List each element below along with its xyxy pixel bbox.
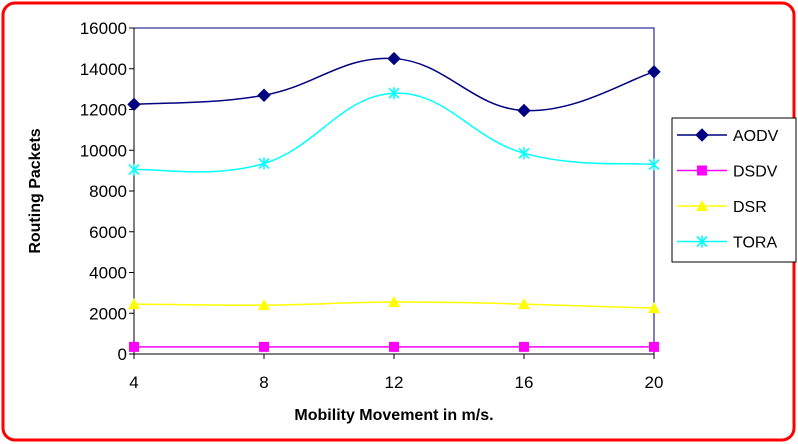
data-point-aodv (647, 65, 661, 79)
data-point-dsdv (129, 341, 139, 352)
y-tick-label: 6000 (89, 223, 127, 242)
series-dsr (128, 296, 660, 314)
legend-marker-tora (696, 235, 708, 248)
data-point-tora (648, 158, 660, 171)
data-point-tora (388, 87, 400, 100)
data-point-tora (258, 157, 270, 170)
y-tick-label: 14000 (80, 60, 127, 79)
legend-label-dsdv: DSDV (733, 164, 778, 181)
data-point-dsdv (259, 341, 269, 352)
x-axis-ticks: 4 8 12 16 20 (129, 354, 663, 392)
legend-item-tora: TORA (677, 235, 777, 252)
series-aodv (127, 51, 661, 118)
x-tick-label: 8 (259, 373, 268, 392)
data-point-aodv (127, 97, 141, 112)
x-tick-label: 4 (129, 373, 138, 392)
legend-item-dsr: DSR (677, 199, 767, 216)
data-point-dsr (128, 298, 140, 310)
data-point-dsr (388, 296, 400, 308)
legend-item-aodv: AODV (677, 128, 779, 145)
legend-label-tora: TORA (733, 235, 777, 252)
data-point-dsdv (519, 341, 529, 352)
legend-marker-aodv (695, 128, 709, 142)
y-tick-label: 4000 (89, 264, 127, 283)
legend-item-dsdv: DSDV (677, 164, 778, 181)
data-point-tora (128, 163, 140, 176)
legend-label-dsr: DSR (733, 199, 767, 216)
data-point-aodv (387, 51, 401, 66)
series-tora (128, 87, 660, 176)
y-tick-label: 16000 (80, 19, 127, 38)
legend-box (671, 117, 797, 263)
data-point-dsr (258, 299, 270, 311)
series-dsdv (129, 341, 659, 352)
y-tick-label: 8000 (89, 182, 127, 201)
data-point-aodv (517, 103, 531, 118)
y-axis-label: Routing Packets (27, 128, 44, 253)
data-point-dsr (518, 298, 530, 310)
data-point-aodv (257, 88, 271, 102)
legend-label-aodv: AODV (733, 128, 779, 145)
series-layer (127, 51, 661, 352)
x-tick-label: 12 (385, 373, 404, 392)
x-tick-label: 20 (645, 373, 664, 392)
y-tick-label: 2000 (89, 304, 127, 323)
data-point-dsdv (649, 341, 659, 352)
x-tick-label: 16 (515, 373, 534, 392)
x-axis-label: Mobility Movement in m/s. (294, 407, 493, 424)
data-point-dsdv (389, 341, 399, 352)
legend: AODV DSDV DSR TORA (671, 117, 797, 263)
data-point-dsr (648, 302, 660, 314)
data-point-tora (518, 147, 530, 160)
legend-marker-dsr (696, 200, 708, 211)
y-axis-ticks: 0 2000 4000 6000 8000 10000 12000 14000 16000 (80, 19, 134, 364)
y-tick-label: 12000 (80, 101, 127, 120)
y-tick-label: 0 (118, 345, 127, 364)
legend-marker-dsdv (697, 165, 707, 176)
y-tick-label: 10000 (80, 141, 127, 160)
